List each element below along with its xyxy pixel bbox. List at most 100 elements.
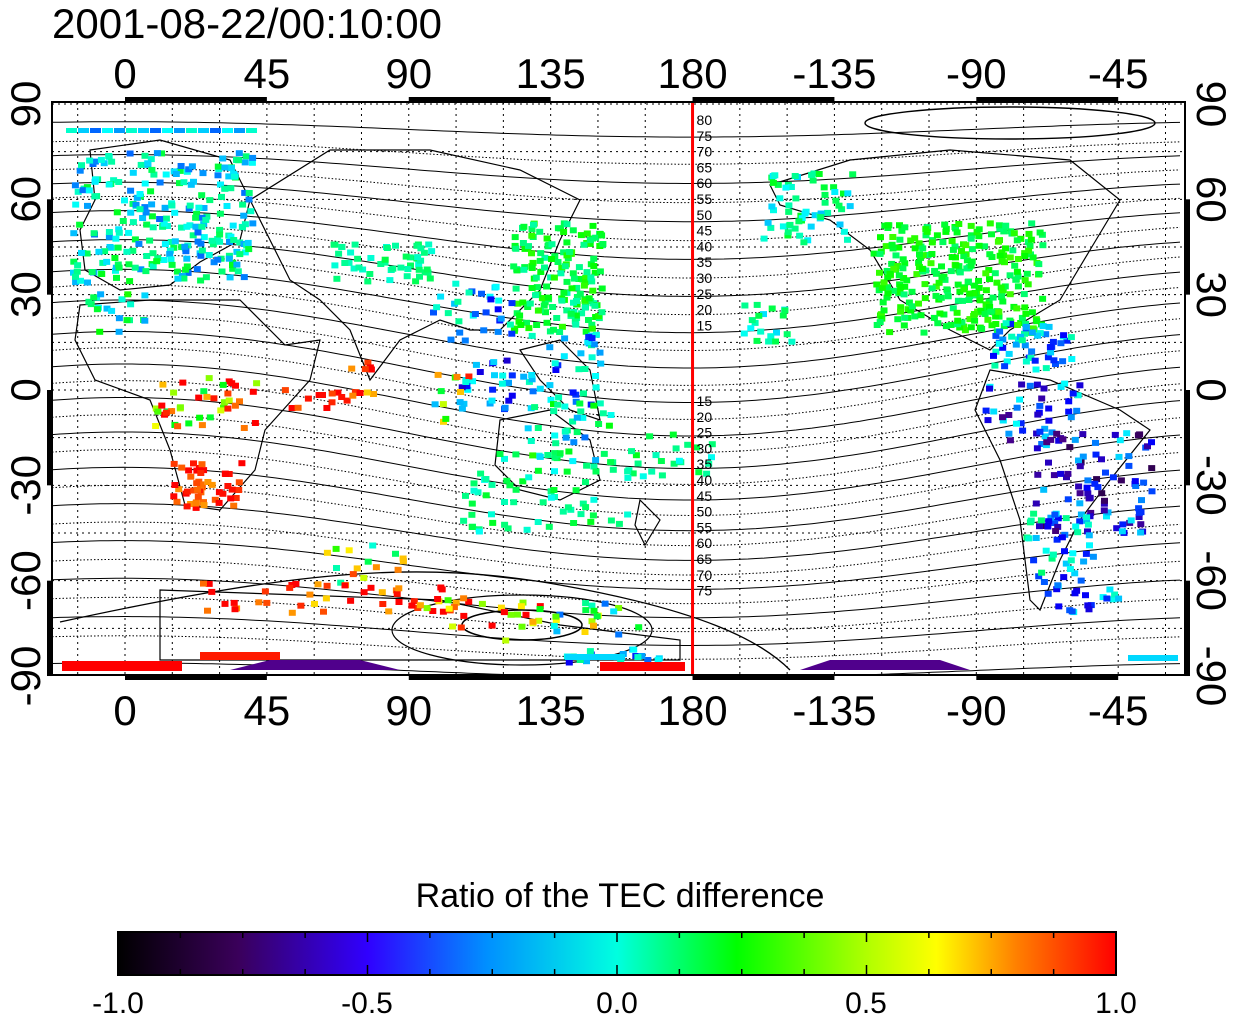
contour-label-south: 40	[697, 472, 713, 488]
tec-cell	[379, 601, 387, 607]
lon-tick-label-bottom: -135	[792, 687, 876, 734]
tec-cell	[928, 285, 936, 292]
tec-cell	[648, 468, 656, 475]
tec-cell	[638, 653, 646, 659]
tec-cell	[458, 384, 466, 391]
tec-cell	[394, 566, 402, 573]
tec-cell	[228, 486, 236, 493]
tec-cell	[554, 401, 562, 408]
tec-cell	[84, 202, 91, 209]
tec-cell	[1013, 237, 1021, 244]
tec-cell	[954, 297, 962, 304]
tec-cell	[123, 317, 131, 324]
tec-cell	[482, 492, 490, 499]
tec-cell	[520, 373, 528, 380]
tec-cell	[590, 263, 598, 269]
tec-cell	[1074, 529, 1082, 536]
contour-curve-south	[59, 571, 791, 671]
tec-cell	[1007, 320, 1014, 327]
tec-cell	[884, 284, 892, 291]
tec-cell	[786, 221, 794, 228]
tec-cell	[123, 248, 131, 255]
tec-cell	[90, 230, 98, 237]
tec-cell	[784, 232, 792, 239]
tec-cell	[938, 263, 945, 270]
tec-cell	[168, 202, 176, 209]
tec-cell	[998, 294, 1006, 301]
tec-cell	[1092, 439, 1099, 446]
tec-cell	[967, 222, 975, 229]
tec-cell	[221, 164, 229, 171]
tec-cell	[423, 266, 431, 273]
tec-cell	[1033, 381, 1041, 388]
contour-label-south: 50	[697, 504, 713, 520]
tec-cell	[184, 488, 191, 495]
tec-cell	[105, 181, 113, 188]
tec-cell	[767, 333, 775, 340]
tec-cell	[1118, 528, 1126, 535]
tec-cell	[884, 274, 892, 281]
tec-cell	[1009, 247, 1017, 254]
tec-cell	[943, 286, 951, 293]
tec-cell	[760, 311, 767, 318]
tec-cell	[545, 523, 553, 530]
tec-cell	[1021, 304, 1029, 311]
tec-cell	[941, 221, 949, 228]
lon-tick-label-bottom: -90	[946, 687, 1007, 734]
tec-cell	[575, 276, 583, 282]
tec-cell	[355, 264, 363, 271]
tec-cell	[693, 444, 701, 451]
tec-cell	[571, 318, 579, 325]
tec-cell	[97, 156, 105, 163]
tec-cell	[172, 171, 180, 177]
tec-cell	[351, 389, 359, 396]
tec-cell	[1069, 550, 1077, 557]
tec-cell	[982, 287, 990, 294]
contour-line	[52, 521, 1181, 576]
tec-cell	[586, 237, 594, 244]
tec-cell	[322, 595, 330, 602]
tec-cell	[1033, 445, 1041, 452]
tec-cell	[162, 171, 170, 178]
tec-cell	[1058, 534, 1066, 541]
tec-cell	[809, 177, 817, 184]
tec-cell	[1048, 555, 1056, 562]
tec-cell	[425, 241, 433, 248]
tec-cell	[115, 315, 123, 322]
tec-cell	[849, 171, 857, 178]
tec-cell	[227, 495, 235, 502]
tec-cell	[512, 245, 520, 252]
tec-cell	[200, 580, 207, 587]
tec-cell	[1025, 230, 1033, 237]
contour-label-north: 75	[697, 128, 713, 144]
tec-cell	[592, 468, 600, 475]
tec-cell	[815, 171, 823, 177]
map-frame	[51, 101, 1186, 676]
tec-cell	[281, 387, 289, 394]
tec-cell	[961, 327, 969, 334]
tec-cell	[452, 280, 460, 287]
tec-cell	[227, 165, 235, 172]
tec-cell	[808, 171, 816, 178]
tec-cell	[182, 248, 190, 255]
tec-cell	[894, 316, 902, 323]
tec-cell	[964, 278, 972, 285]
tec-cell	[226, 239, 233, 245]
tec-cell	[584, 339, 592, 346]
tec-cell	[304, 395, 312, 402]
tec-cell	[200, 502, 208, 509]
tec-cell	[489, 519, 497, 526]
tec-cell	[1052, 528, 1060, 534]
tec-cell	[311, 600, 318, 607]
tec-cell	[211, 496, 219, 503]
tec-cell	[173, 268, 181, 275]
colorbar-label-neg: -0.5	[341, 987, 393, 1020]
tec-cell	[343, 397, 351, 404]
tec-cell	[333, 275, 341, 282]
tec-cell	[551, 468, 558, 475]
tec-cell	[1035, 270, 1043, 277]
tec-cell	[428, 248, 436, 255]
tec-cell	[672, 445, 680, 452]
tec-cell	[349, 392, 357, 399]
tec-cell	[488, 397, 496, 404]
